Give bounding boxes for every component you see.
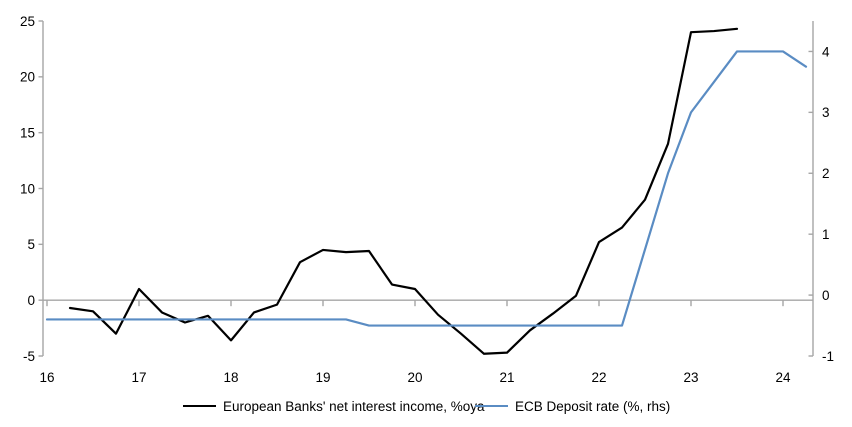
legend-item-ecb-deposit-rate: ECB Deposit rate (%, rhs) (475, 398, 670, 414)
blue-line-sample-icon (475, 405, 508, 407)
right-axis-tick-label: -1 (822, 349, 834, 364)
left-axis-tick-label: -5 (23, 349, 35, 364)
x-axis-tick-label: 24 (775, 370, 791, 385)
left-axis-tick-label: 0 (27, 293, 35, 308)
x-axis: 16 17 18 19 20 21 22 23 24 (39, 300, 791, 385)
right-axis-tick-label: 3 (822, 105, 830, 120)
right-axis-tick-label: 1 (822, 227, 830, 242)
left-axis-tick-label: 25 (20, 14, 35, 29)
chart-legend: European Banks' net interest income, %oy… (0, 398, 852, 414)
x-axis-tick-label: 21 (499, 370, 514, 385)
right-axis-tick-label: 4 (822, 44, 830, 59)
x-axis-tick-label: 23 (683, 370, 698, 385)
legend-label-net-interest-income: European Banks' net interest income, %oy… (223, 398, 485, 414)
left-axis: -5 0 5 10 15 20 25 (20, 14, 44, 364)
legend-label-ecb-deposit-rate: ECB Deposit rate (%, rhs) (515, 398, 671, 414)
left-axis-tick-label: 5 (27, 237, 35, 252)
x-axis-tick-label: 20 (407, 370, 422, 385)
x-axis-tick-label: 17 (131, 370, 146, 385)
left-axis-tick-label: 20 (20, 70, 35, 85)
x-axis-tick-label: 16 (39, 370, 54, 385)
legend-item-net-interest-income: European Banks' net interest income, %oy… (183, 398, 484, 414)
right-axis-tick-label: 0 (822, 288, 830, 303)
x-axis-tick-label: 22 (591, 370, 606, 385)
series-line-ecb-deposit-rate (45, 50, 808, 327)
right-axis: -1 0 1 2 3 4 (808, 21, 834, 364)
right-axis-tick-label: 2 (822, 166, 830, 181)
x-axis-tick-label: 19 (315, 370, 330, 385)
left-axis-tick-label: 15 (20, 125, 35, 140)
series-line-net-interest-income (68, 27, 739, 355)
left-axis-tick-label: 10 (20, 181, 35, 196)
black-line-sample-icon (183, 405, 216, 407)
x-axis-tick-label: 18 (223, 370, 238, 385)
